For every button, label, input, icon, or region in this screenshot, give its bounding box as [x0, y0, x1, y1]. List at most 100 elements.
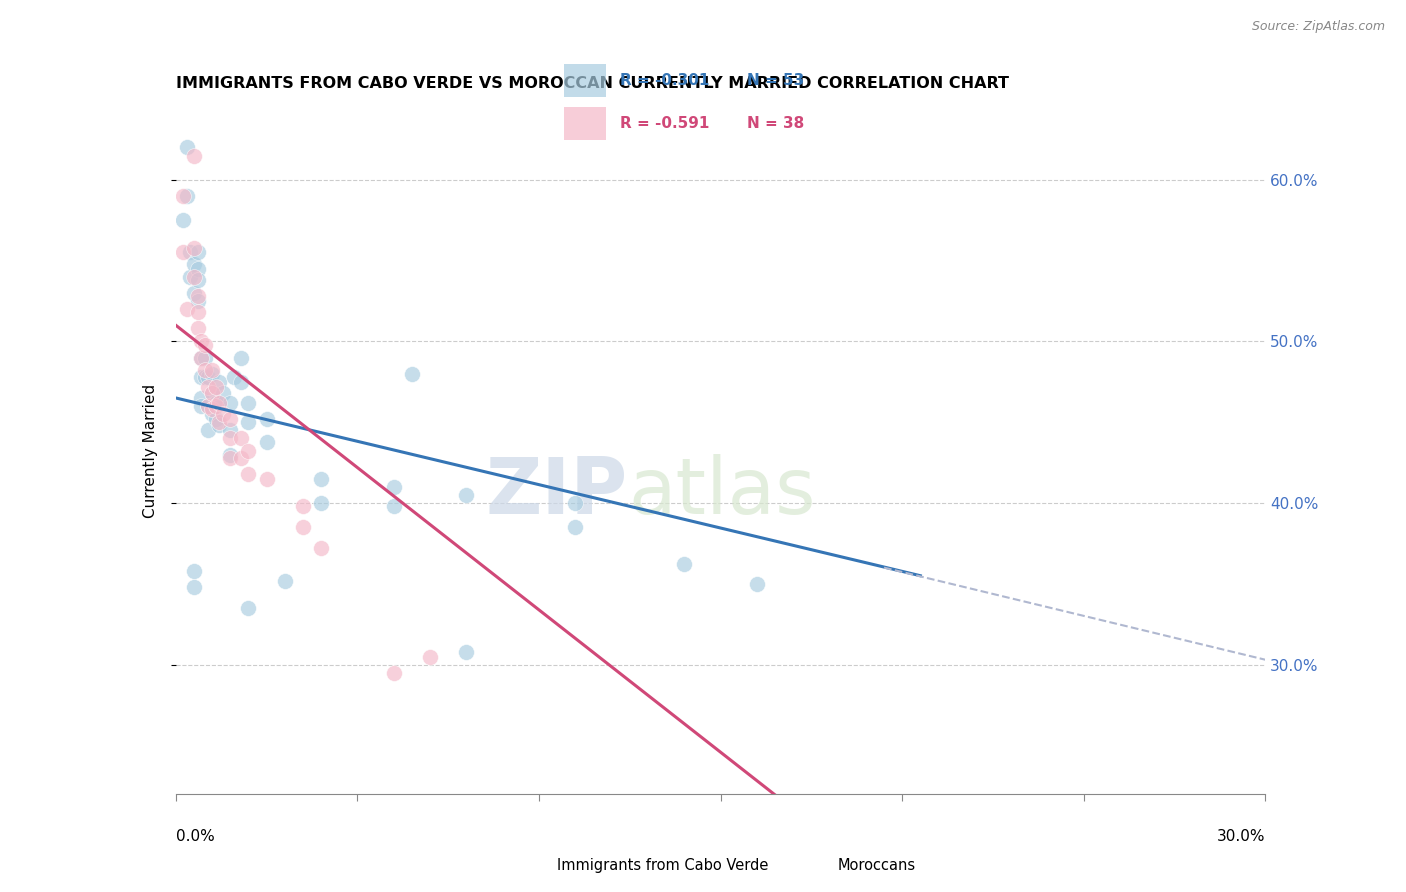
Point [204, 379, 226, 393]
Point [179, 245, 201, 260]
Point [194, 351, 217, 365]
Point [219, 450, 242, 465]
Point [194, 337, 217, 351]
Point [176, 301, 198, 316]
Point [219, 396, 242, 410]
Point [238, 396, 260, 410]
Point [231, 431, 253, 445]
Point [222, 370, 245, 384]
Point [382, 480, 405, 494]
Point [183, 269, 205, 284]
Point [208, 418, 231, 433]
Point [194, 363, 217, 377]
Text: R = -0.301: R = -0.301 [620, 73, 710, 87]
Point [183, 148, 205, 162]
Text: N = 38: N = 38 [748, 116, 804, 130]
Point [219, 448, 242, 462]
Point [201, 367, 224, 381]
Text: R = -0.591: R = -0.591 [620, 116, 710, 130]
Y-axis label: Currently Married: Currently Married [142, 384, 157, 517]
Point [197, 423, 219, 437]
Text: IMMIGRANTS FROM CABO VERDE VS MOROCCAN CURRENTLY MARRIED CORRELATION CHART: IMMIGRANTS FROM CABO VERDE VS MOROCCAN C… [176, 76, 1008, 91]
Point [197, 370, 219, 384]
Text: atlas: atlas [628, 454, 815, 530]
Point [309, 541, 332, 556]
Point [309, 496, 332, 510]
Point [456, 645, 478, 659]
Point [183, 564, 205, 578]
Point [256, 434, 278, 449]
Point [382, 665, 405, 680]
Point [197, 379, 219, 393]
Point [274, 574, 297, 588]
Point [186, 321, 209, 335]
Point [172, 189, 194, 203]
Point [201, 363, 224, 377]
Point [172, 213, 194, 227]
Point [745, 576, 768, 591]
Point [238, 415, 260, 429]
Point [456, 488, 478, 502]
Point [231, 375, 253, 389]
Bar [564, 63, 606, 96]
Text: Moroccans: Moroccans [838, 858, 917, 872]
Point [186, 261, 209, 276]
Point [186, 305, 209, 319]
Point [564, 496, 586, 510]
Point [208, 375, 231, 389]
Point [201, 386, 224, 401]
Point [190, 399, 212, 413]
Point [564, 520, 586, 534]
Point [176, 140, 198, 154]
Point [238, 444, 260, 458]
Point [238, 467, 260, 481]
Point [190, 334, 212, 349]
Point [183, 257, 205, 271]
Point [183, 285, 205, 300]
Text: N = 53: N = 53 [748, 73, 804, 87]
Point [197, 399, 219, 413]
Point [309, 472, 332, 486]
Point [183, 241, 205, 255]
Point [194, 370, 217, 384]
Point [401, 367, 423, 381]
Point [201, 386, 224, 401]
Point [231, 450, 253, 465]
Point [183, 580, 205, 594]
Point [219, 431, 242, 445]
Text: Source: ZipAtlas.com: Source: ZipAtlas.com [1251, 20, 1385, 33]
Point [201, 407, 224, 421]
Text: 30.0%: 30.0% [1218, 830, 1265, 845]
Point [186, 245, 209, 260]
Text: 0.0%: 0.0% [176, 830, 215, 845]
Text: ZIP: ZIP [485, 454, 628, 530]
Point [208, 396, 231, 410]
Point [190, 391, 212, 405]
Point [190, 351, 212, 365]
Point [238, 601, 260, 615]
Point [256, 412, 278, 426]
Bar [564, 107, 606, 140]
Point [190, 351, 212, 365]
Point [204, 399, 226, 413]
Text: Immigrants from Cabo Verde: Immigrants from Cabo Verde [557, 858, 768, 872]
Point [179, 269, 201, 284]
Point [186, 273, 209, 287]
Point [186, 289, 209, 303]
Point [291, 500, 314, 514]
Point [197, 399, 219, 413]
Point [419, 649, 441, 664]
Point [204, 412, 226, 426]
Point [172, 245, 194, 260]
Point [190, 370, 212, 384]
Point [204, 396, 226, 410]
Point [212, 407, 235, 421]
Point [186, 293, 209, 308]
Point [208, 396, 231, 410]
Point [673, 558, 696, 572]
Point [176, 189, 198, 203]
Point [201, 402, 224, 417]
Point [291, 520, 314, 534]
Point [231, 351, 253, 365]
Point [212, 386, 235, 401]
